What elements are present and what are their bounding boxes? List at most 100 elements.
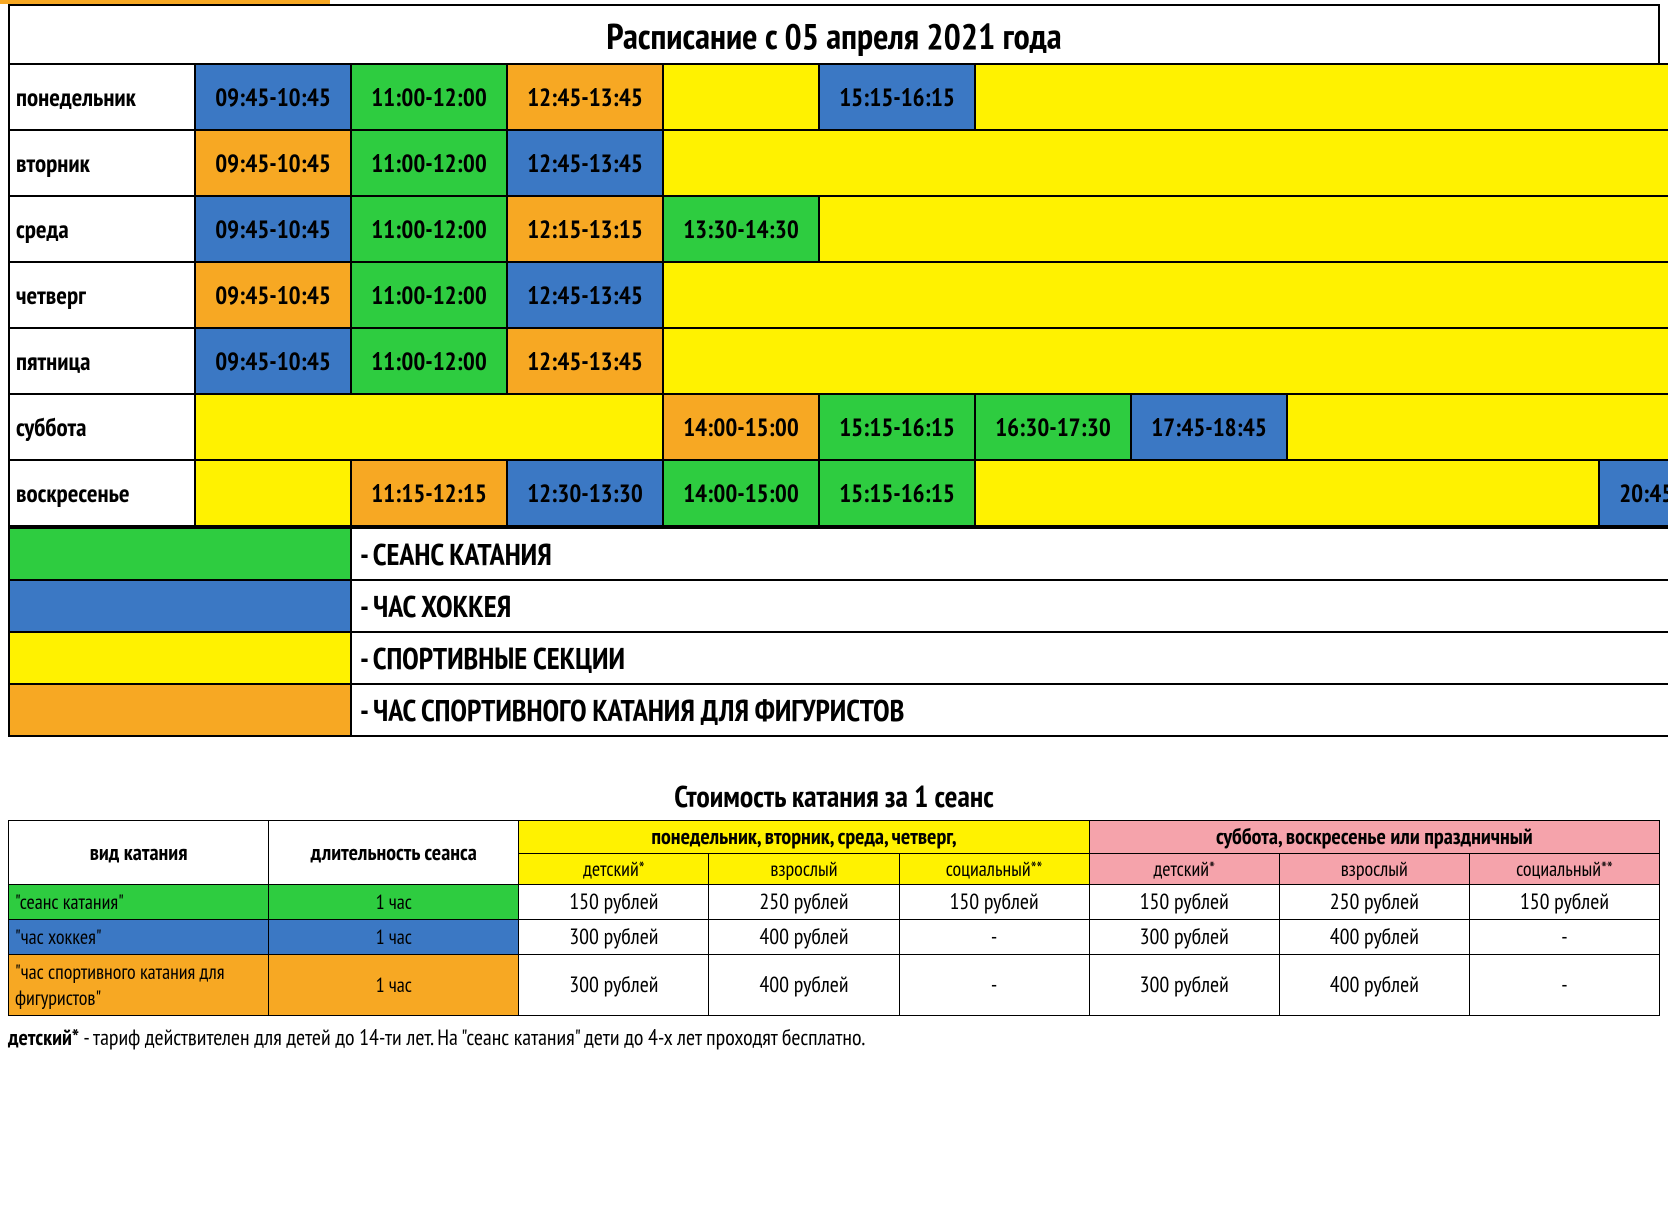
price-cell: - (899, 955, 1089, 1016)
price-cell: 400 рублей (709, 955, 899, 1016)
day-label: вторник (9, 130, 195, 196)
empty-slot (663, 64, 819, 130)
day-label: четверг (9, 262, 195, 328)
price-cell: 150 рублей (899, 885, 1089, 920)
time-slot: 12:15-13:15 (507, 196, 663, 262)
price-row-name: "сеанс катания" (9, 885, 269, 920)
day-label: понедельник (9, 64, 195, 130)
time-slot: 16:30-17:30 (975, 394, 1131, 460)
day-label: воскресенье (9, 460, 195, 526)
legend-row: - ЧАС СПОРТИВНОГО КАТАНИЯ ДЛЯ ФИГУРИСТОВ (9, 684, 1668, 736)
price-cell: 150 рублей (1469, 885, 1659, 920)
time-slot: 11:00-12:00 (351, 262, 507, 328)
time-slot: 11:15-12:15 (351, 460, 507, 526)
time-slot: 14:00-15:00 (663, 394, 819, 460)
price-cell: - (1469, 920, 1659, 955)
time-slot: 12:45-13:45 (507, 328, 663, 394)
legend-swatch (9, 580, 351, 632)
price-sub-weekday: детский* (519, 854, 709, 885)
time-slot: 13:30-14:30 (663, 196, 819, 262)
schedule-row: четверг09:45-10:4511:00-12:0012:45-13:45 (9, 262, 1668, 328)
footnote-rest: - тариф действителен для детей до 14-ти … (79, 1024, 865, 1052)
price-group-weekday: понедельник, вторник, среда, четверг, (519, 821, 1089, 854)
legend-label: - ЧАС СПОРТИВНОГО КАТАНИЯ ДЛЯ ФИГУРИСТОВ (351, 684, 1668, 736)
time-slot: 12:30-13:30 (507, 460, 663, 526)
time-slot: 11:00-12:00 (351, 328, 507, 394)
price-sub-weekend: социальный** (1469, 854, 1659, 885)
legend-swatch (9, 684, 351, 736)
schedule-row: вторник09:45-10:4511:00-12:0012:45-13:45 (9, 130, 1668, 196)
price-row-duration: 1 час (269, 920, 519, 955)
legend-swatch (9, 632, 351, 684)
legend-swatch (9, 528, 351, 580)
schedule-title: Расписание с 05 апреля 2021 года (8, 4, 1660, 63)
time-slot: 09:45-10:45 (195, 64, 351, 130)
price-cell: 400 рублей (709, 920, 899, 955)
price-cell: 150 рублей (1089, 885, 1279, 920)
empty-slot (195, 394, 663, 460)
price-table: вид катаниядлительность сеансапонедельни… (8, 820, 1660, 1016)
price-col-duration: длительность сеанса (269, 821, 519, 885)
time-slot: 09:45-10:45 (195, 130, 351, 196)
price-cell: 250 рублей (709, 885, 899, 920)
empty-slot (195, 460, 351, 526)
legend-row: - СПОРТИВНЫЕ СЕКЦИИ (9, 632, 1668, 684)
time-slot: 14:00-15:00 (663, 460, 819, 526)
price-row-name: "час хоккея" (9, 920, 269, 955)
price-row-name: "час спортивного катания для фигуристов" (9, 955, 269, 1016)
price-cell: 400 рублей (1279, 955, 1469, 1016)
price-row: "час спортивного катания для фигуристов"… (9, 955, 1660, 1016)
schedule-row: воскресенье 11:15-12:1512:30-13:3014:00-1… (9, 460, 1668, 526)
legend-label: - СПОРТИВНЫЕ СЕКЦИИ (351, 632, 1668, 684)
price-row: "сеанс катания"1 час150 рублей250 рублей… (9, 885, 1660, 920)
time-slot: 17:45-18:45 (1131, 394, 1287, 460)
empty-slot (1287, 394, 1668, 460)
price-cell: - (1469, 955, 1659, 1016)
price-cell: - (899, 920, 1089, 955)
price-row: "час хоккея"1 час300 рублей400 рублей-30… (9, 920, 1660, 955)
time-slot: 11:00-12:00 (351, 64, 507, 130)
footnote-bold: детский* (8, 1024, 79, 1052)
day-label: суббота (9, 394, 195, 460)
legend-label: - СЕАНС КАТАНИЯ (351, 528, 1668, 580)
price-cell: 300 рублей (519, 920, 709, 955)
day-label: пятница (9, 328, 195, 394)
legend-row: - ЧАС ХОККЕЯ (9, 580, 1668, 632)
price-section: Стоимость катания за 1 сеанс вид катания… (0, 737, 1668, 1016)
empty-slot (819, 196, 1668, 262)
footnote: детский* - тариф действителен для детей … (0, 1016, 1668, 1052)
time-slot: 15:15-16:15 (819, 394, 975, 460)
time-slot: 09:45-10:45 (195, 328, 351, 394)
time-slot: 12:45-13:45 (507, 262, 663, 328)
day-label: среда (9, 196, 195, 262)
price-group-weekend: суббота, воскресенье или праздничный (1089, 821, 1659, 854)
time-slot: 12:45-13:45 (507, 64, 663, 130)
time-slot: 11:00-12:00 (351, 196, 507, 262)
legend-table: - СЕАНС КАТАНИЯ- ЧАС ХОККЕЯ- СПОРТИВНЫЕ … (8, 527, 1668, 737)
price-sub-weekend: детский* (1089, 854, 1279, 885)
empty-slot (663, 262, 1668, 328)
price-row-duration: 1 час (269, 955, 519, 1016)
time-slot: 09:45-10:45 (195, 196, 351, 262)
price-sub-weekday: взрослый (709, 854, 899, 885)
time-slot: 11:00-12:00 (351, 130, 507, 196)
schedule-section: Расписание с 05 апреля 2021 года понедел… (0, 4, 1668, 737)
time-slot: 15:15-16:15 (819, 64, 975, 130)
empty-slot (663, 130, 1668, 196)
empty-slot (975, 460, 1599, 526)
price-cell: 150 рублей (519, 885, 709, 920)
schedule-row: суббота 14:00-15:0015:15-16:1516:30-17:30… (9, 394, 1668, 460)
schedule-row: среда09:45-10:4511:00-12:0012:15-13:1513… (9, 196, 1668, 262)
price-sub-weekend: взрослый (1279, 854, 1469, 885)
time-slot: 12:45-13:45 (507, 130, 663, 196)
empty-slot (975, 64, 1668, 130)
price-row-duration: 1 час (269, 885, 519, 920)
time-slot: 15:15-16:15 (819, 460, 975, 526)
schedule-row: понедельник09:45-10:4511:00-12:0012:45-1… (9, 64, 1668, 130)
price-cell: 300 рублей (1089, 920, 1279, 955)
price-cell: 400 рублей (1279, 920, 1469, 955)
legend-label: - ЧАС ХОККЕЯ (351, 580, 1668, 632)
time-slot: 20:45-21:45 (1599, 460, 1668, 526)
time-slot: 09:45-10:45 (195, 262, 351, 328)
price-cell: 300 рублей (1089, 955, 1279, 1016)
